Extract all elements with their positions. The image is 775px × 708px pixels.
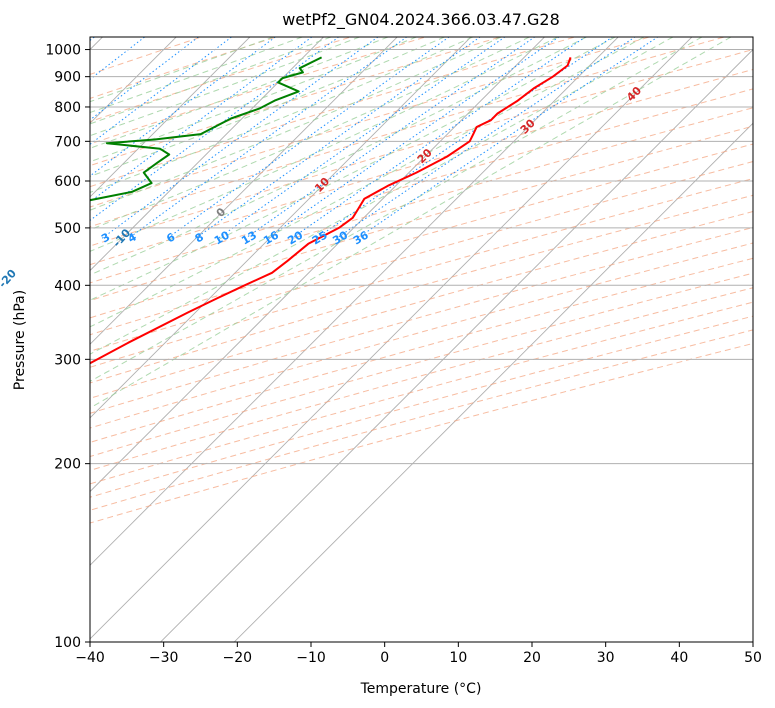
x-tick-label: −40 xyxy=(75,650,105,666)
mixing-ratio-line xyxy=(356,37,659,239)
y-tick-label: 700 xyxy=(54,134,81,150)
moist-adiabat-line xyxy=(90,37,587,276)
mixing-ratio-line xyxy=(90,37,200,121)
y-tick-label: 200 xyxy=(54,457,81,473)
isotherm-line xyxy=(159,48,753,642)
isotherm-line xyxy=(90,37,325,272)
mixing-ratio-line xyxy=(315,37,614,239)
dry-adiabat-line xyxy=(90,242,753,429)
moist-adiabat-line xyxy=(90,37,616,301)
y-tick-label: 1000 xyxy=(45,43,81,59)
moist-adiabat-line xyxy=(90,37,473,193)
x-tick-label: −10 xyxy=(296,650,326,666)
pressure-gridlines xyxy=(90,49,753,642)
moist-adiabat-line xyxy=(90,37,703,382)
mixing-ratio-line xyxy=(245,37,536,239)
mixing-ratio-line xyxy=(267,37,560,239)
isotherm-line xyxy=(90,37,398,345)
dry-adiabat-line xyxy=(90,143,753,336)
dry-adiabat-line xyxy=(90,226,753,414)
dry-adiabat-line xyxy=(90,301,753,485)
x-tick-label: 0 xyxy=(380,650,389,666)
x-tick-label: −20 xyxy=(223,650,253,666)
mixing-ratio-line xyxy=(128,37,408,239)
mixing-ratio-line xyxy=(101,37,379,239)
y-tick-label: 800 xyxy=(54,100,81,116)
dry-adiabat-line xyxy=(90,49,753,247)
isotherm-line xyxy=(90,37,546,493)
y-tick-label: 500 xyxy=(54,221,81,237)
mixing-ratio-line xyxy=(90,37,340,222)
x-tick-label: 30 xyxy=(597,650,615,666)
y-tick-label: 400 xyxy=(54,278,81,294)
isotherm-line xyxy=(90,37,251,198)
dewpoint-profile-line xyxy=(90,56,323,202)
moist-adiabat-line xyxy=(90,37,502,211)
background-lines xyxy=(90,37,753,642)
mixing-ratio-line xyxy=(90,37,233,145)
moist-adiabat-line xyxy=(90,37,732,409)
dry-adiabat-line xyxy=(90,178,753,368)
dry-adiabat-line xyxy=(90,329,753,511)
dry-adiabat-line xyxy=(90,161,753,352)
x-tick-label: 50 xyxy=(744,650,762,666)
y-tick-label: 900 xyxy=(54,70,81,86)
x-tick-label: 10 xyxy=(449,650,467,666)
moist-adiabat-line xyxy=(90,37,303,114)
mixing-ratio-line xyxy=(90,37,313,203)
dry-adiabat-line xyxy=(90,315,753,498)
y-axis-label: Pressure (hPa) xyxy=(12,290,28,390)
mixing-ratio-line xyxy=(217,37,506,239)
isotherm-line xyxy=(90,37,472,419)
dry-adiabat-line xyxy=(90,342,753,524)
mixing-ratio-line xyxy=(336,37,636,239)
y-tick-label: 600 xyxy=(54,174,81,190)
moist-adiabat-line xyxy=(90,37,559,252)
mixing-ratio-line xyxy=(90,37,277,177)
x-tick-label: 40 xyxy=(670,650,688,666)
moist-adiabat-line xyxy=(90,37,674,355)
mixing-ratio-line xyxy=(90,37,146,80)
dry-adiabat-line xyxy=(90,272,753,458)
x-tick-label: 20 xyxy=(523,650,541,666)
isotherm-line xyxy=(90,37,619,566)
series-layer xyxy=(90,56,572,365)
isotherm-line xyxy=(233,122,753,642)
chart-title: wetPf2_GN04.2024.366.03.47.G28 xyxy=(282,10,560,30)
moist-adiabat-line xyxy=(90,37,417,163)
temperature-profile-line xyxy=(90,57,572,365)
y-tick-label: 100 xyxy=(54,635,81,651)
x-axis-label: Temperature (°C) xyxy=(360,681,482,697)
moist-adiabat-line xyxy=(90,37,332,125)
plot-frame xyxy=(89,36,754,643)
y-axis: 100 200 300 400 500 600 700 800 900 1000 xyxy=(45,43,90,651)
x-axis: −40 −30 −20 −10 0 10 20 30 40 50 xyxy=(75,642,762,666)
y-tick-label: 300 xyxy=(54,352,81,368)
x-tick-label: −30 xyxy=(149,650,179,666)
